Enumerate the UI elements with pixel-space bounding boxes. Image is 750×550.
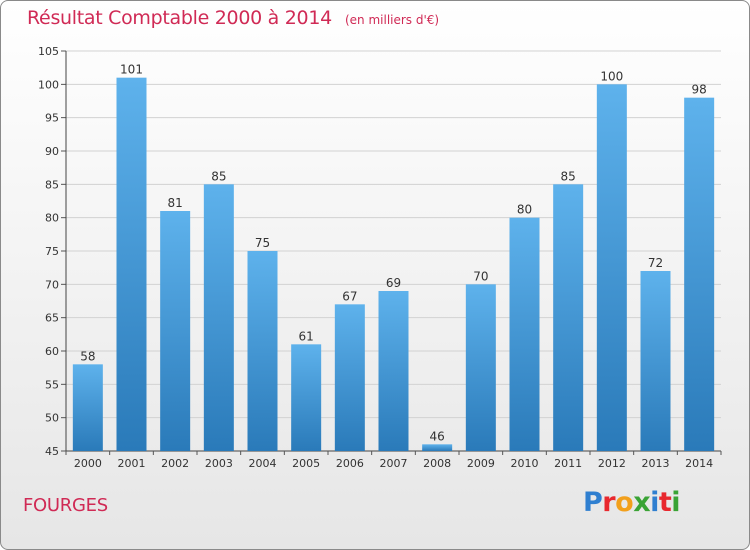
data-label: 72	[648, 256, 663, 270]
data-label: 101	[120, 63, 143, 77]
logo-letter: P	[583, 487, 603, 518]
title-row: Résultat Comptable 2000 à 2014 (en milli…	[27, 7, 439, 29]
y-tick-label: 65	[45, 312, 59, 325]
data-label: 46	[430, 429, 445, 443]
data-label: 80	[517, 203, 532, 217]
chart-title: Résultat Comptable 2000 à 2014	[27, 7, 332, 29]
x-tick-label: 2003	[205, 457, 233, 470]
y-tick-label: 80	[45, 212, 59, 225]
chart-unit: (en milliers d'€)	[344, 13, 440, 27]
logo-letter: o	[615, 487, 634, 518]
y-tick-label: 55	[45, 378, 59, 391]
x-tick-label: 2002	[161, 457, 189, 470]
labels: 45 50 55 60 65 70 75 80 85 90 95 100 105 2000 58 2001 10…	[38, 45, 713, 470]
x-tick-label: 2005	[292, 457, 320, 470]
bars	[72, 77, 715, 452]
x-tick-label: 2011	[554, 457, 582, 470]
x-tick-label: 2009	[467, 457, 495, 470]
bar	[684, 97, 715, 452]
data-label: 100	[600, 69, 623, 83]
bar	[334, 304, 365, 451]
x-tick-label: 2010	[511, 457, 539, 470]
data-label: 85	[211, 169, 226, 183]
data-label: 70	[473, 269, 488, 283]
commune-name: FOURGES	[23, 495, 108, 516]
x-tick-label: 2012	[598, 457, 626, 470]
bar	[247, 251, 278, 451]
data-label: 69	[386, 276, 401, 290]
y-tick-label: 100	[38, 78, 59, 91]
bar	[553, 184, 584, 452]
y-tick-label: 75	[45, 245, 59, 258]
data-label: 58	[80, 349, 95, 363]
x-tick-label: 2007	[380, 457, 408, 470]
bar	[291, 344, 322, 451]
x-tick-label: 2008	[423, 457, 451, 470]
bar	[203, 184, 234, 452]
data-label: 81	[168, 196, 183, 210]
bar	[422, 444, 453, 451]
logo-letter: x	[633, 487, 651, 518]
bar	[640, 271, 671, 451]
bar	[72, 364, 103, 451]
y-tick-label: 85	[45, 178, 59, 191]
x-tick-label: 2000	[74, 457, 102, 470]
x-tick-label: 2001	[118, 457, 146, 470]
y-tick-label: 45	[45, 445, 59, 458]
y-tick-label: 60	[45, 345, 59, 358]
logo-letter: t	[658, 487, 672, 518]
bar	[509, 217, 540, 451]
bar	[596, 84, 627, 451]
x-tick-label: 2004	[249, 457, 277, 470]
data-label: 98	[692, 83, 707, 97]
x-tick-label: 2013	[642, 457, 670, 470]
y-tick-label: 95	[45, 112, 59, 125]
x-tick-label: 2006	[336, 457, 364, 470]
x-tick-label: 2014	[685, 457, 713, 470]
proxiti-logo: Proxiti	[583, 487, 681, 518]
bar	[465, 284, 496, 451]
logo-letter: i	[650, 487, 659, 518]
logo-letter: i	[671, 487, 681, 518]
y-tick-label: 105	[38, 45, 59, 58]
data-label: 61	[299, 329, 314, 343]
y-tick-label: 90	[45, 145, 59, 158]
y-tick-label: 70	[45, 278, 59, 291]
bar	[378, 291, 409, 451]
data-label: 67	[342, 289, 357, 303]
logo-letter: r	[602, 487, 616, 518]
bar	[116, 77, 147, 452]
data-label: 85	[561, 169, 576, 183]
data-label: 75	[255, 236, 270, 250]
bar	[160, 211, 191, 451]
y-tick-label: 50	[45, 412, 59, 425]
